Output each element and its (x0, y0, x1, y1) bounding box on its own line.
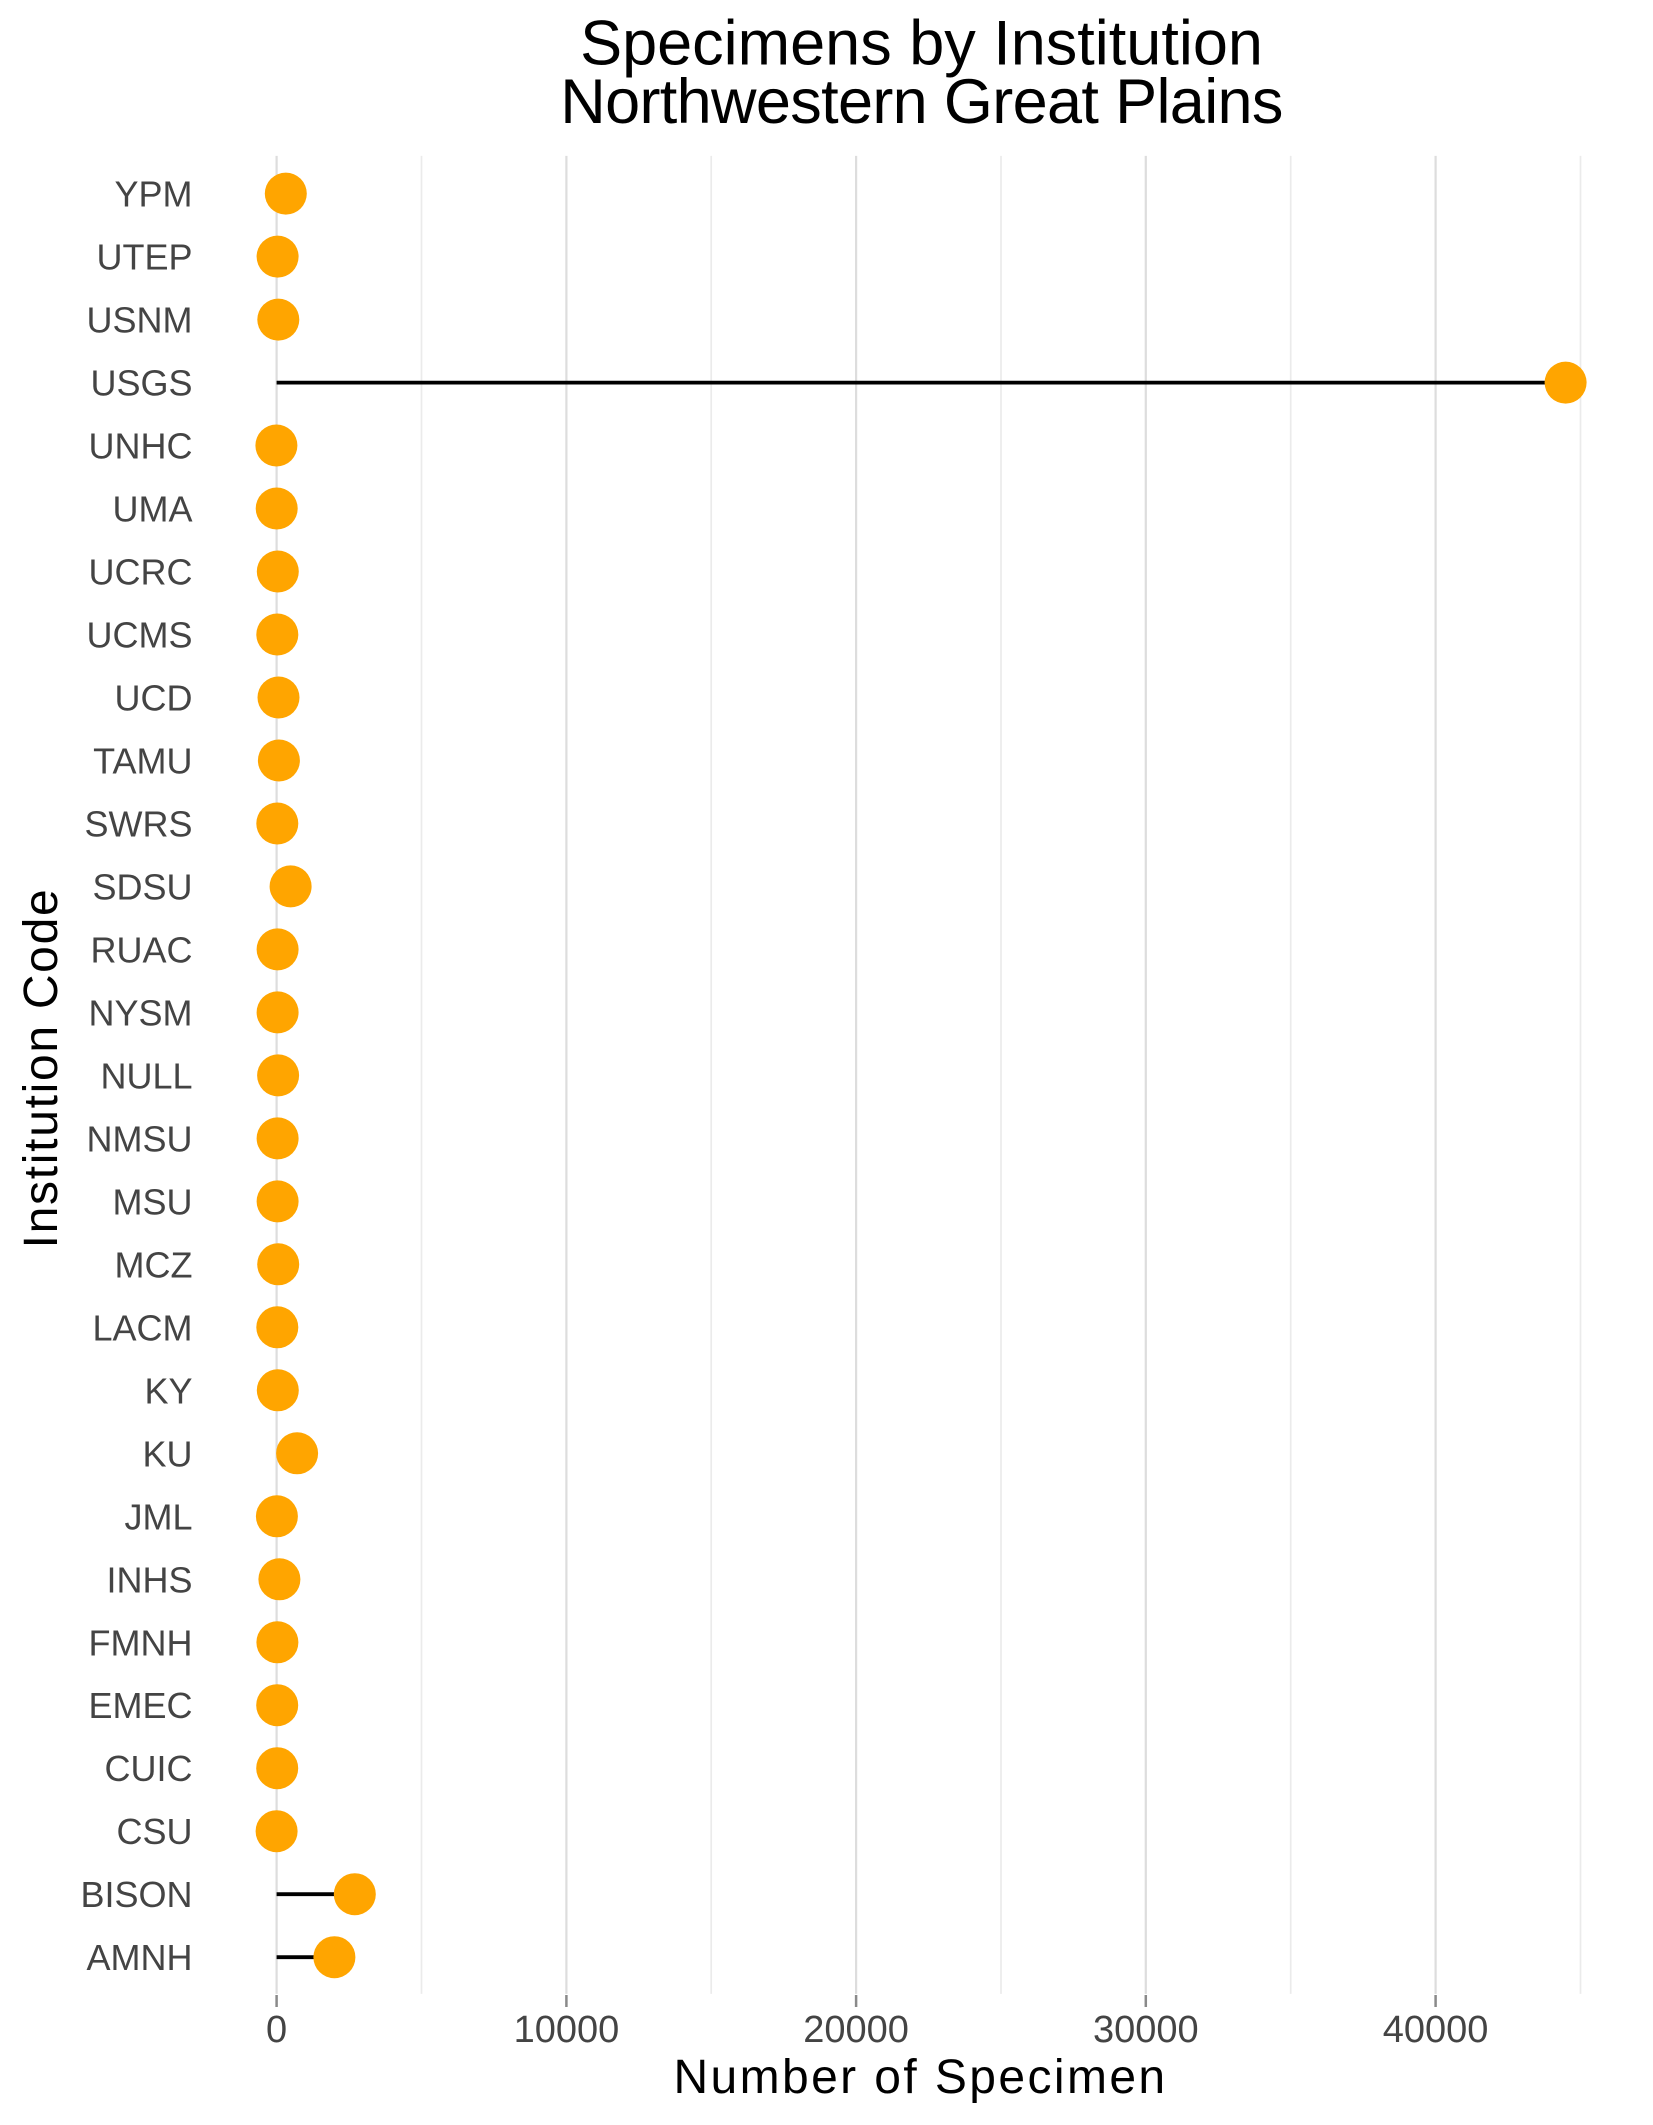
svg-text:BISON: BISON (80, 1874, 192, 1915)
svg-text:MCZ: MCZ (115, 1244, 193, 1285)
svg-text:INHS: INHS (106, 1559, 192, 1600)
svg-text:JML: JML (124, 1496, 192, 1537)
svg-text:0: 0 (266, 2009, 287, 2051)
svg-text:UCRC: UCRC (89, 552, 193, 593)
svg-text:KU: KU (142, 1433, 192, 1474)
svg-text:TAMU: TAMU (93, 741, 192, 782)
svg-text:AMNH: AMNH (87, 1937, 193, 1978)
svg-text:UCD: UCD (115, 678, 193, 719)
svg-text:RUAC: RUAC (90, 929, 192, 970)
svg-text:Number of Specimen: Number of Specimen (673, 2051, 1167, 2104)
svg-text:USGS: USGS (90, 363, 192, 404)
svg-text:40000: 40000 (1383, 2009, 1489, 2051)
svg-text:SDSU: SDSU (92, 866, 192, 907)
svg-text:UCMS: UCMS (87, 615, 193, 656)
svg-text:UMA: UMA (113, 489, 193, 530)
svg-text:LACM: LACM (92, 1307, 192, 1348)
svg-text:20000: 20000 (803, 2009, 909, 2051)
svg-text:NYSM: NYSM (88, 992, 192, 1033)
svg-text:Northwestern Great Plains: Northwestern Great Plains (560, 67, 1283, 137)
svg-text:10000: 10000 (514, 2009, 620, 2051)
svg-text:Specimens by Institution: Specimens by Institution (580, 9, 1263, 79)
svg-text:UTEP: UTEP (96, 237, 192, 278)
svg-text:CUIC: CUIC (105, 1748, 193, 1789)
svg-text:UNHC: UNHC (89, 426, 193, 467)
svg-text:USNM: USNM (87, 300, 193, 341)
svg-text:YPM: YPM (114, 174, 192, 215)
svg-text:KY: KY (144, 1370, 192, 1411)
svg-text:NULL: NULL (100, 1055, 192, 1096)
svg-text:NMSU: NMSU (87, 1118, 193, 1159)
svg-text:FMNH: FMNH (89, 1622, 193, 1663)
svg-text:30000: 30000 (1093, 2009, 1199, 2051)
svg-text:Institution Code: Institution Code (15, 888, 68, 1249)
svg-text:EMEC: EMEC (88, 1685, 192, 1726)
svg-text:MSU: MSU (113, 1181, 193, 1222)
svg-text:CSU: CSU (116, 1811, 192, 1852)
svg-text:SWRS: SWRS (85, 804, 193, 845)
